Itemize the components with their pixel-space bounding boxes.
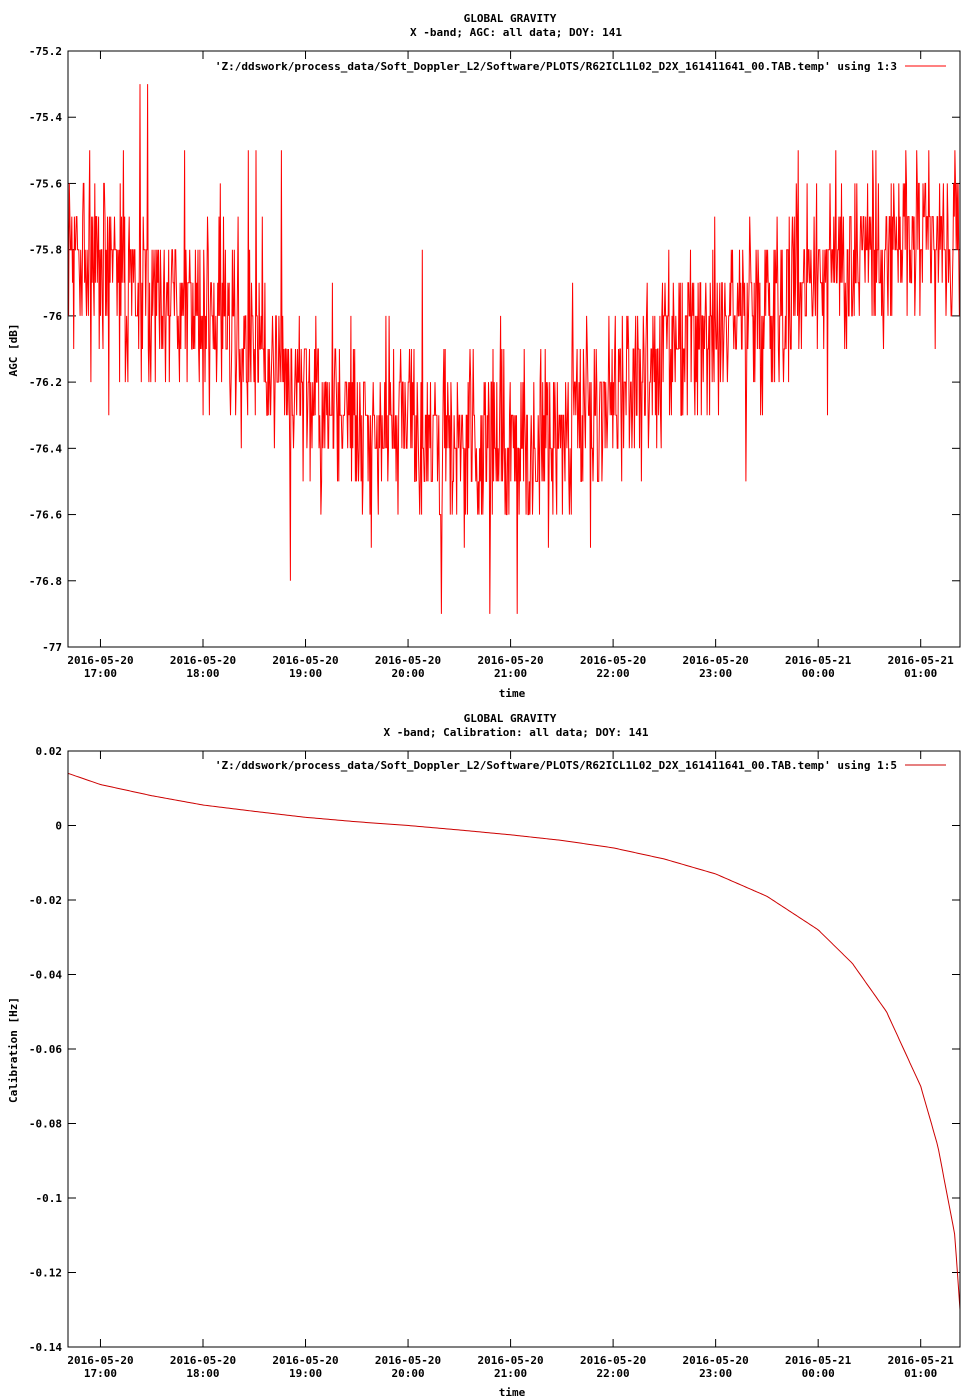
legend-label: 'Z:/ddswork/process_data/Soft_Doppler_L2… [215,60,897,73]
legend-label: 'Z:/ddswork/process_data/Soft_Doppler_L2… [215,759,897,772]
x-tick-label-date: 2016-05-20 [272,654,338,667]
x-tick-label-date: 2016-05-21 [785,654,852,667]
y-tick-label: -75.2 [29,45,62,58]
x-tick-label-date: 2016-05-21 [785,1354,852,1367]
series-line [67,772,961,1310]
y-tick-label: -76.8 [29,575,62,588]
y-tick-label: -0.06 [29,1043,62,1056]
plot-border [67,50,961,648]
y-tick-label: 0.02 [36,745,63,758]
x-tick-label-date: 2016-05-20 [477,654,543,667]
x-tick-label-time: 17:00 [84,667,117,680]
x-tick-label-date: 2016-05-21 [888,654,955,667]
y-tick-label: 0 [55,820,62,833]
x-tick-label-time: 01:00 [904,667,937,680]
x-tick-label-time: 20:00 [391,667,424,680]
x-tick-label-date: 2016-05-20 [170,1354,236,1367]
x-tick-label-date: 2016-05-20 [67,1354,133,1367]
y-tick-label: -0.02 [29,894,62,907]
y-tick-label: -76 [42,310,62,323]
x-tick-label-date: 2016-05-20 [375,1354,441,1367]
x-tick-label-date: 2016-05-20 [477,1354,543,1367]
y-tick-label: -76.4 [29,442,62,455]
plot-border [67,750,961,1348]
x-tick-label-date: 2016-05-20 [580,654,646,667]
x-tick-label-date: 2016-05-21 [888,1354,955,1367]
axis-ticks: -75.2 -75.4 -75.6 -75.8 -76 -76.2 -76.4 -76.6 -7… [29,45,960,680]
y-tick-label: -0.08 [29,1118,62,1131]
x-tick-label-date: 2016-05-20 [683,1354,749,1367]
x-tick-label-time: 18:00 [186,667,219,680]
y-tick-label: -0.14 [29,1341,62,1354]
data-series [67,84,961,614]
x-tick-label-time: 23:00 [699,1367,732,1380]
y-axis-label: Calibration [Hz] [7,997,20,1103]
y-tick-label: -76.2 [29,376,62,389]
x-tick-label-time: 18:00 [186,1367,219,1380]
y-tick-label: -76.6 [29,509,62,522]
y-tick-label: -77 [42,641,62,654]
y-tick-label: -75.6 [29,177,62,190]
x-tick-label-date: 2016-05-20 [683,654,749,667]
x-tick-label-date: 2016-05-20 [170,654,236,667]
x-tick-label-time: 19:00 [289,1367,322,1380]
series-line [67,84,961,614]
y-axis-label: AGC [dB] [7,324,20,377]
y-tick-label: -0.04 [29,969,62,982]
x-tick-label-time: 22:00 [597,667,630,680]
x-axis-label: time [499,1386,526,1399]
chart-subtitle: X -band; AGC: all data; DOY: 141 [410,26,622,39]
x-tick-label-time: 21:00 [494,667,527,680]
x-tick-label-time: 19:00 [289,667,322,680]
chart-title: GLOBAL GRAVITY [464,12,557,25]
chart-agc: GLOBAL GRAVITY X -band; AGC: all data; D… [7,12,961,700]
x-tick-label-time: 21:00 [494,1367,527,1380]
y-tick-label: -75.8 [29,244,62,257]
chart-title: GLOBAL GRAVITY [464,712,557,725]
chart-subtitle: X -band; Calibration: all data; DOY: 141 [384,726,649,739]
x-tick-label-time: 22:00 [597,1367,630,1380]
chart-calibration: GLOBAL GRAVITY X -band; Calibration: all… [7,712,961,1399]
y-tick-label: -0.1 [36,1192,63,1205]
x-tick-label-time: 00:00 [802,667,835,680]
data-series [67,772,961,1310]
x-tick-label-date: 2016-05-20 [272,1354,338,1367]
x-tick-label-date: 2016-05-20 [580,1354,646,1367]
y-tick-label: -0.12 [29,1267,62,1280]
x-tick-label-time: 23:00 [699,667,732,680]
x-tick-label-time: 20:00 [391,1367,424,1380]
x-tick-label-date: 2016-05-20 [375,654,441,667]
x-tick-label-time: 17:00 [84,1367,117,1380]
x-axis-label: time [499,687,526,700]
y-tick-label: -75.4 [29,111,62,124]
axis-ticks: 0.02 0 -0.02 -0.04 -0.06 -0.08 -0.1 -0.12 -0.14 2… [29,745,960,1380]
x-tick-label-time: 00:00 [802,1367,835,1380]
x-tick-label-date: 2016-05-20 [67,654,133,667]
x-tick-label-time: 01:00 [904,1367,937,1380]
